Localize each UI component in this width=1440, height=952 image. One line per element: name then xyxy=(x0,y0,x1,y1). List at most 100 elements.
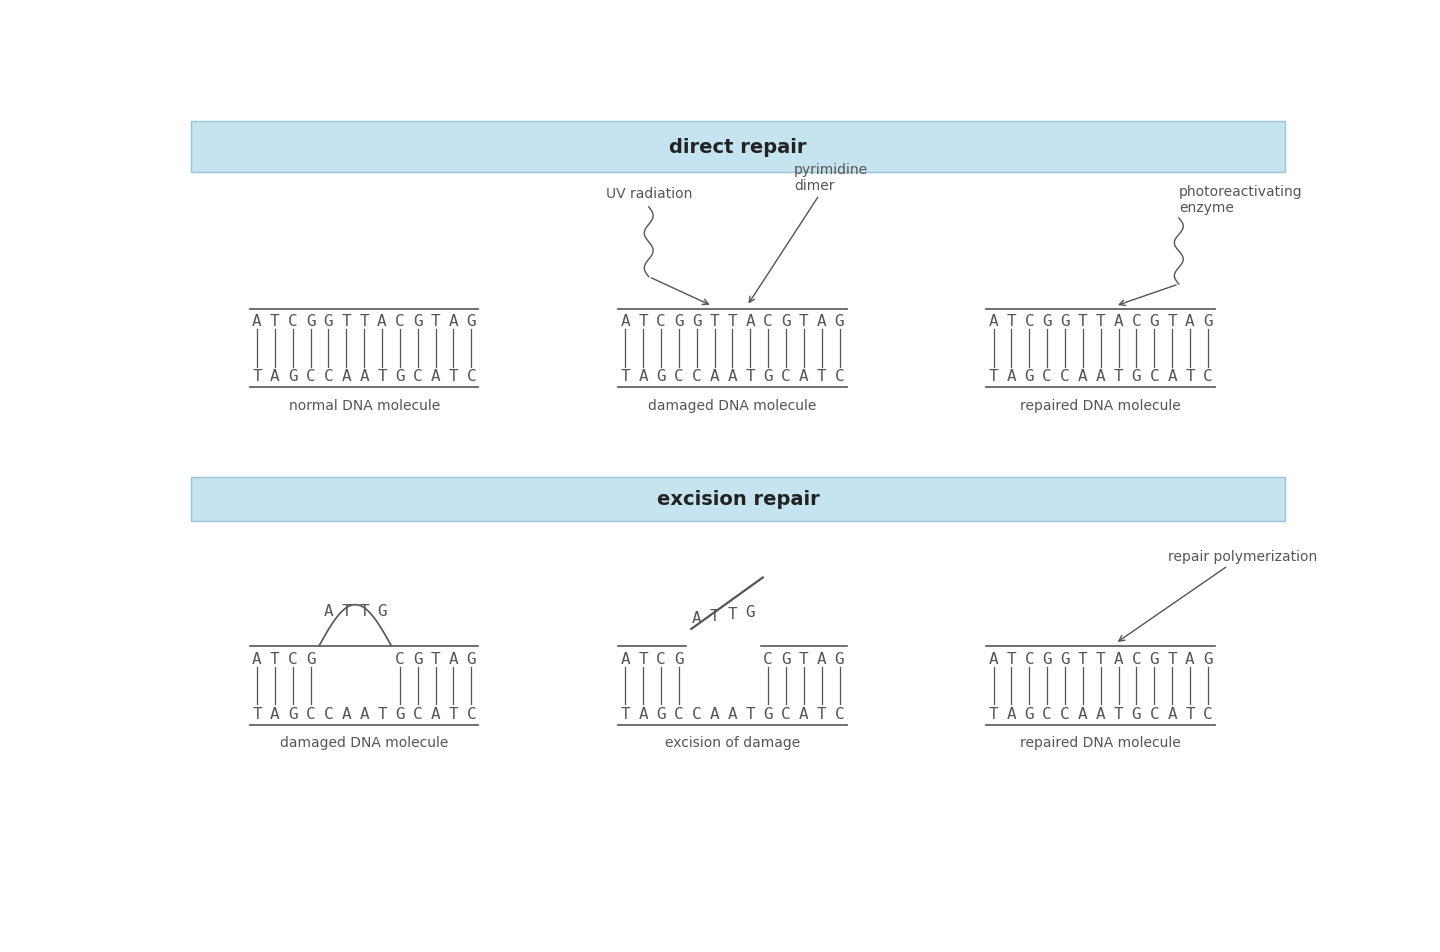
Text: T: T xyxy=(271,313,279,328)
Text: G: G xyxy=(1043,651,1053,665)
Text: G: G xyxy=(674,651,684,665)
Text: UV radiation: UV radiation xyxy=(606,187,691,200)
Text: G: G xyxy=(1202,313,1212,328)
Text: G: G xyxy=(1132,706,1142,722)
Text: T: T xyxy=(1168,313,1176,328)
Text: A: A xyxy=(1007,706,1017,722)
Text: A: A xyxy=(324,604,333,618)
Text: C: C xyxy=(1024,313,1034,328)
Text: C: C xyxy=(1202,706,1212,722)
Text: C: C xyxy=(1132,313,1142,328)
Text: T: T xyxy=(621,706,631,722)
Text: T: T xyxy=(1007,313,1017,328)
Text: A: A xyxy=(727,369,737,384)
Text: G: G xyxy=(324,313,333,328)
Text: G: G xyxy=(288,369,298,384)
Text: G: G xyxy=(395,369,405,384)
Text: C: C xyxy=(288,651,298,665)
Text: T: T xyxy=(377,369,387,384)
Text: G: G xyxy=(1149,651,1159,665)
Text: A: A xyxy=(449,651,458,665)
Text: A: A xyxy=(1168,369,1176,384)
Text: G: G xyxy=(467,651,477,665)
Text: excision of damage: excision of damage xyxy=(665,736,801,749)
Text: A: A xyxy=(341,706,351,722)
Text: C: C xyxy=(413,369,422,384)
Text: C: C xyxy=(324,706,333,722)
Text: G: G xyxy=(467,313,477,328)
Text: G: G xyxy=(780,651,791,665)
Text: G: G xyxy=(1202,651,1212,665)
Text: G: G xyxy=(1132,369,1142,384)
Text: A: A xyxy=(271,706,279,722)
Text: T: T xyxy=(621,369,631,384)
Text: repaired DNA molecule: repaired DNA molecule xyxy=(1021,736,1181,749)
Text: T: T xyxy=(1007,651,1017,665)
Text: G: G xyxy=(413,313,422,328)
Text: G: G xyxy=(305,651,315,665)
Text: G: G xyxy=(1024,369,1034,384)
Text: A: A xyxy=(1185,313,1195,328)
Text: A: A xyxy=(431,706,441,722)
Text: G: G xyxy=(1149,313,1159,328)
Text: C: C xyxy=(324,369,333,384)
FancyBboxPatch shape xyxy=(192,477,1284,521)
FancyBboxPatch shape xyxy=(192,122,1284,173)
Text: T: T xyxy=(727,606,737,621)
Text: A: A xyxy=(727,706,737,722)
Text: A: A xyxy=(710,706,720,722)
Text: C: C xyxy=(1060,369,1070,384)
Text: T: T xyxy=(252,369,262,384)
Text: G: G xyxy=(657,706,665,722)
Text: C: C xyxy=(288,313,298,328)
Text: G: G xyxy=(835,313,844,328)
Text: C: C xyxy=(1149,369,1159,384)
Text: repair polymerization: repair polymerization xyxy=(1119,549,1318,642)
Text: C: C xyxy=(1043,706,1053,722)
Text: A: A xyxy=(816,651,827,665)
Text: C: C xyxy=(467,369,477,384)
Text: A: A xyxy=(1079,706,1087,722)
Text: G: G xyxy=(674,313,684,328)
Text: C: C xyxy=(467,706,477,722)
Text: A: A xyxy=(1113,313,1123,328)
Text: A: A xyxy=(1168,706,1176,722)
Text: G: G xyxy=(763,369,773,384)
Text: G: G xyxy=(1060,651,1070,665)
Text: T: T xyxy=(1096,313,1106,328)
Text: C: C xyxy=(674,706,684,722)
Text: T: T xyxy=(1096,651,1106,665)
Text: A: A xyxy=(1113,651,1123,665)
Text: excision repair: excision repair xyxy=(657,489,819,508)
Text: C: C xyxy=(1132,651,1142,665)
Text: T: T xyxy=(1185,706,1195,722)
Text: C: C xyxy=(657,651,665,665)
Text: T: T xyxy=(1185,369,1195,384)
Text: A: A xyxy=(816,313,827,328)
Text: G: G xyxy=(377,604,387,618)
Text: A: A xyxy=(691,610,701,625)
Text: C: C xyxy=(1024,651,1034,665)
Text: A: A xyxy=(638,706,648,722)
Text: A: A xyxy=(1079,369,1087,384)
Text: C: C xyxy=(1060,706,1070,722)
Text: G: G xyxy=(746,604,755,619)
Text: T: T xyxy=(989,369,998,384)
Text: C: C xyxy=(691,706,701,722)
Text: T: T xyxy=(360,604,369,618)
Text: A: A xyxy=(341,369,351,384)
Text: C: C xyxy=(1202,369,1212,384)
Text: T: T xyxy=(638,651,648,665)
Text: A: A xyxy=(252,313,262,328)
Text: G: G xyxy=(1060,313,1070,328)
Text: A: A xyxy=(449,313,458,328)
Text: A: A xyxy=(1007,369,1017,384)
Text: G: G xyxy=(835,651,844,665)
Text: T: T xyxy=(710,313,720,328)
Text: A: A xyxy=(431,369,441,384)
Text: G: G xyxy=(305,313,315,328)
Text: A: A xyxy=(621,313,631,328)
Text: C: C xyxy=(780,706,791,722)
Text: G: G xyxy=(763,706,773,722)
Text: C: C xyxy=(1043,369,1053,384)
